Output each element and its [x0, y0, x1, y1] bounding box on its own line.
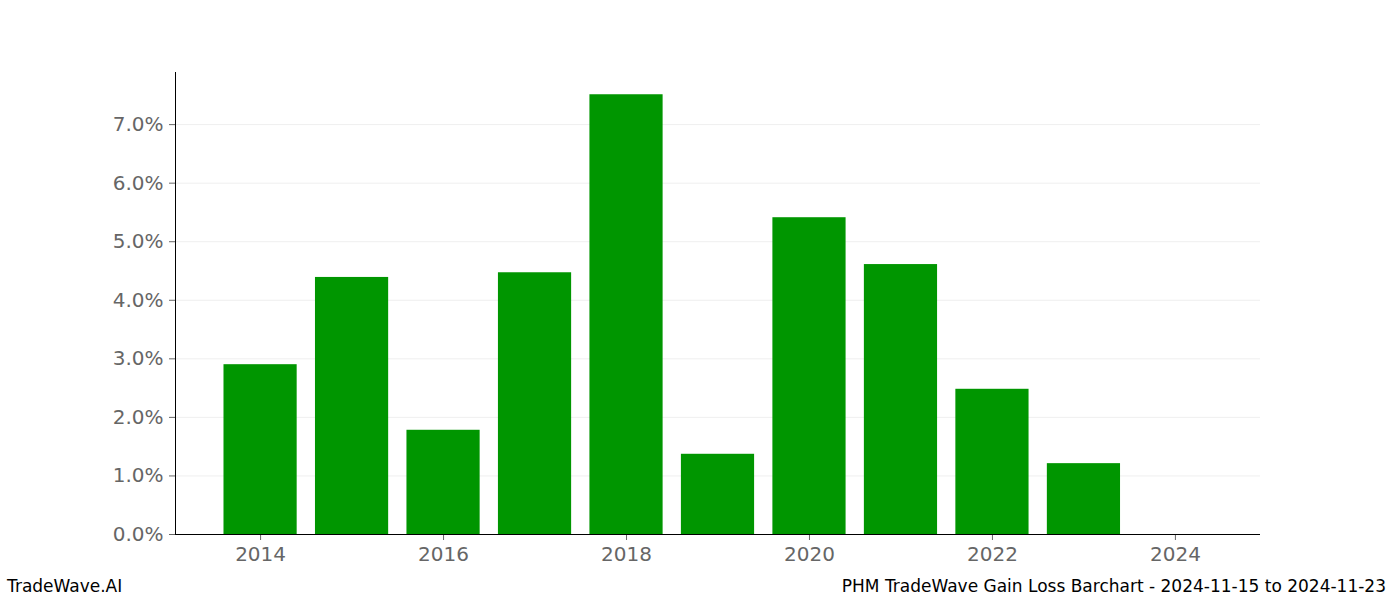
svg-text:2014: 2014: [235, 542, 286, 566]
svg-text:2022: 2022: [967, 542, 1018, 566]
html-text:TradeWave.AI: TradeWave.AI: [7, 576, 123, 596]
svg-text:2018: 2018: [601, 542, 652, 566]
svg-text:7.0%: 7.0%: [113, 112, 164, 136]
svg-text:1.0%: 1.0%: [113, 463, 164, 487]
svg-text:2024: 2024: [1150, 542, 1201, 566]
svg-text:3.0%: 3.0%: [113, 346, 164, 370]
svg-text:2020: 2020: [784, 542, 835, 566]
svg-text:6.0%: 6.0%: [113, 171, 164, 195]
svg-text:2016: 2016: [418, 542, 469, 566]
html-text:PHM TradeWave Gain Loss Barcha: PHM TradeWave Gain Loss Barchart - 2024-…: [841, 576, 1386, 596]
svg-text:2.0%: 2.0%: [113, 405, 164, 429]
svg-text:0.0%: 0.0%: [113, 522, 164, 546]
svg-text:4.0%: 4.0%: [113, 288, 164, 312]
svg-text:5.0%: 5.0%: [113, 229, 164, 253]
